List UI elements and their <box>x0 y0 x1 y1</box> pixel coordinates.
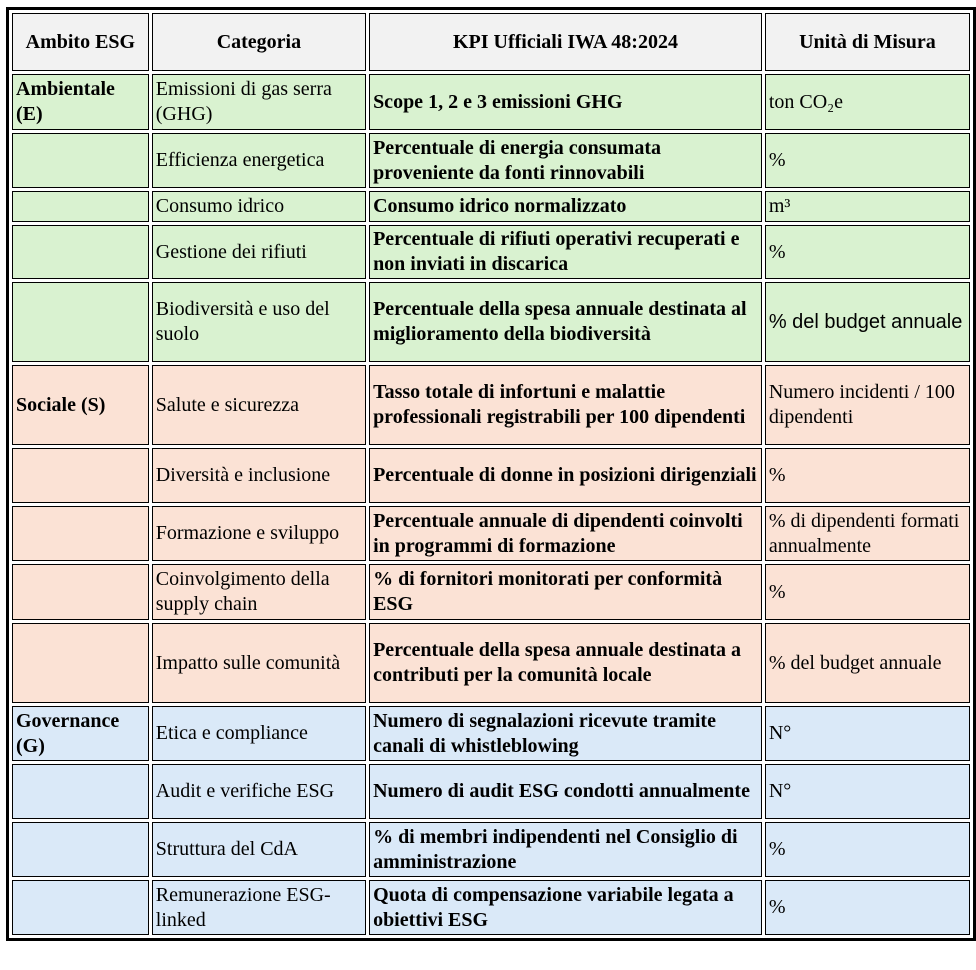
table-row: Gestione dei rifiuti Percentuale di rifiu… <box>12 225 970 279</box>
unita-cell: % del budget annuale <box>764 282 970 362</box>
kpi-cell: % di membri indipendenti nel Consiglio d… <box>369 822 762 877</box>
unita-cell: % <box>764 225 970 279</box>
table-row: Struttura del CdA% di membri indipendent… <box>12 822 970 877</box>
kpi-cell: Percentuale di rifiuti operativi recuper… <box>369 225 762 279</box>
unita-cell: % <box>764 133 970 188</box>
table-row: Efficienza energetica Percentuale di ener… <box>12 133 970 188</box>
categoria-cell: Biodiversità e uso del suolo <box>151 282 367 362</box>
categoria-cell: Audit e verifiche ESG <box>151 764 367 819</box>
categoria-cell: Etica e compliance <box>151 706 367 761</box>
categoria-cell: Diversità e inclusione <box>151 448 367 503</box>
kpi-cell: Numero di segnalazioni ricevute tramite … <box>369 706 762 761</box>
kpi-cell: Percentuale annuale di dipendenti coinvo… <box>369 506 762 561</box>
categoria-cell: Coinvolgimento della supply chain <box>151 564 367 620</box>
unita-cell: N° <box>764 764 970 819</box>
table-row: Formazione e sviluppo Percentuale annuale… <box>12 506 970 561</box>
kpi-cell: Consumo idrico normalizzato <box>369 191 762 222</box>
table-row: Diversità e inclusione Percentuale di don… <box>12 448 970 503</box>
unita-cell: Numero incidenti / 100 dipendenti <box>764 365 970 445</box>
kpi-cell: Percentuale di donne in posizioni dirige… <box>369 448 762 503</box>
kpi-cell: Scope 1, 2 e 3 emissioni GHG <box>369 74 762 130</box>
categoria-cell: Impatto sulle comunità <box>151 623 367 703</box>
unita-cell: % <box>764 822 970 877</box>
table-row: Impatto sulle comunità Percentuale della … <box>12 623 970 703</box>
kpi-cell: Tasso totale di infortuni e malattie pro… <box>369 365 762 445</box>
unita-cell: % <box>764 880 970 935</box>
categoria-cell: Efficienza energetica <box>151 133 367 188</box>
ambito-cell <box>12 880 149 935</box>
ambito-cell <box>12 191 149 222</box>
categoria-cell: Gestione dei rifiuti <box>151 225 367 279</box>
unita-cell: % di dipendenti formati annualmente <box>764 506 970 561</box>
unita-cell: % del budget annuale <box>764 623 970 703</box>
header-ambito: Ambito ESG <box>12 13 149 71</box>
unita-cell: % <box>764 564 970 620</box>
ambito-cell <box>12 225 149 279</box>
table-row: Coinvolgimento della supply chain% di fo… <box>12 564 970 620</box>
kpi-cell: Numero di audit ESG condotti annualmente <box>369 764 762 819</box>
table-row: Audit e verifiche ESG Numero di audit ESG… <box>12 764 970 819</box>
ambito-cell: Ambientale (E) <box>12 74 149 130</box>
categoria-cell: Consumo idrico <box>151 191 367 222</box>
categoria-cell: Salute e sicurezza <box>151 365 367 445</box>
kpi-cell: Quota di compensazione variabile legata … <box>369 880 762 935</box>
header-unita: Unità di Misura <box>764 13 970 71</box>
table-row: Consumo idrico Consumo idrico normalizzat… <box>12 191 970 222</box>
ambito-cell <box>12 764 149 819</box>
ambito-cell <box>12 822 149 877</box>
categoria-cell: Emissioni di gas serra (GHG) <box>151 74 367 130</box>
categoria-cell: Formazione e sviluppo <box>151 506 367 561</box>
ambito-cell <box>12 133 149 188</box>
ambito-cell: Governance (G) <box>12 706 149 761</box>
ambito-cell: Sociale (S) <box>12 365 149 445</box>
esg-kpi-table: Ambito ESG Categoria KPI Ufficiali IWA 4… <box>6 7 976 941</box>
kpi-cell: Percentuale di energia consumata proveni… <box>369 133 762 188</box>
unita-cell: ton CO₂e <box>764 74 970 130</box>
kpi-cell: Percentuale della spesa annuale destinat… <box>369 282 762 362</box>
table-row: Ambientale (E) Emissioni di gas serra (GH… <box>12 74 970 130</box>
header-row: Ambito ESG Categoria KPI Ufficiali IWA 4… <box>12 13 970 71</box>
categoria-cell: Remunerazione ESG-linked <box>151 880 367 935</box>
table-row: Biodiversità e uso del suolo Percentuale … <box>12 282 970 362</box>
ambito-cell <box>12 448 149 503</box>
ambito-cell <box>12 564 149 620</box>
kpi-cell: % di fornitori monitorati per conformità… <box>369 564 762 620</box>
table-row: Sociale (S) Salute e sicurezza Tasso total… <box>12 365 970 445</box>
categoria-cell: Struttura del CdA <box>151 822 367 877</box>
ambito-cell <box>12 506 149 561</box>
ambito-cell <box>12 623 149 703</box>
table-row: Remunerazione ESG-linked Quota di compens… <box>12 880 970 935</box>
ambito-cell <box>12 282 149 362</box>
table-row: Governance (G) Etica e compliance Numero d… <box>12 706 970 761</box>
unita-cell: N° <box>764 706 970 761</box>
header-categoria: Categoria <box>151 13 367 71</box>
kpi-cell: Percentuale della spesa annuale destinat… <box>369 623 762 703</box>
header-kpi: KPI Ufficiali IWA 48:2024 <box>369 13 762 71</box>
unita-cell: m³ <box>764 191 970 222</box>
unita-cell: % <box>764 448 970 503</box>
